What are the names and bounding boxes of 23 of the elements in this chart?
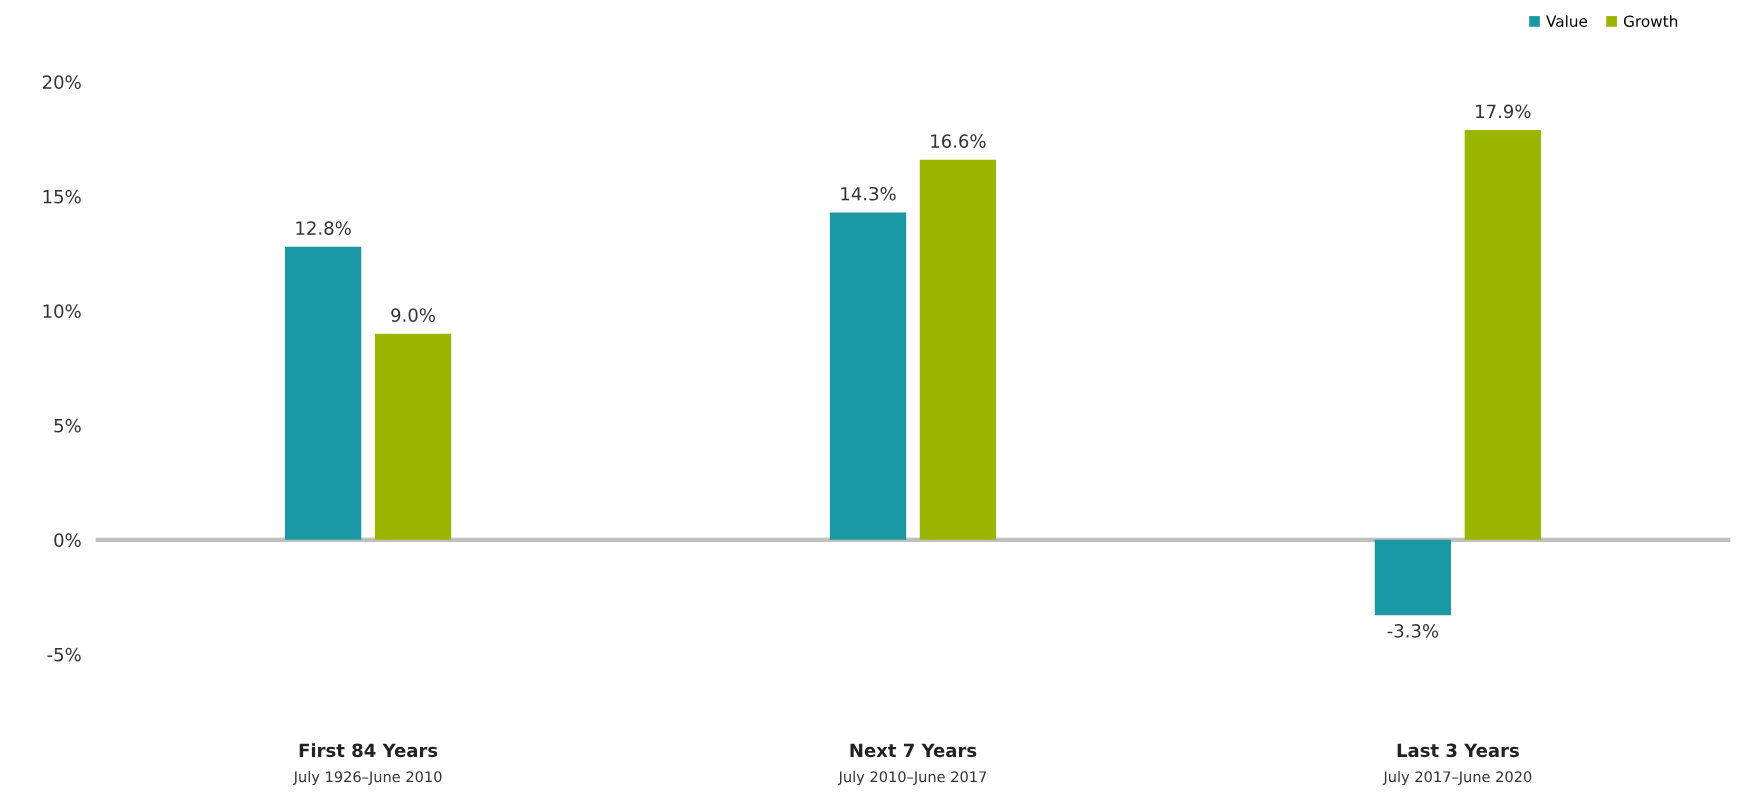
legend-label: Value bbox=[1546, 15, 1588, 27]
data-label: 9.0% bbox=[391, 308, 435, 322]
y-tick-label: 0% bbox=[54, 533, 81, 547]
bar bbox=[374, 333, 452, 540]
x-tick-label: Next 7 Years July 2010–June 2017 bbox=[837, 743, 987, 786]
data-label: 17.9% bbox=[1476, 104, 1531, 119]
bar bbox=[919, 159, 997, 540]
x-tick-label: First 84 Years July 1926–June 2010 bbox=[292, 743, 442, 786]
data-label: 12.8% bbox=[296, 221, 351, 235]
y-tick-label: 5% bbox=[54, 418, 81, 433]
bar bbox=[829, 212, 907, 540]
bar bbox=[1374, 539, 1452, 616]
x-tick-label: Last 3 Years July 2017–June 2020 bbox=[1382, 743, 1532, 786]
y-tick-label: 20% bbox=[42, 75, 81, 89]
y-tick-label: -5% bbox=[47, 647, 81, 662]
bar bbox=[284, 246, 362, 540]
y-tick-label: 10% bbox=[43, 304, 81, 318]
data-label: 16.6% bbox=[931, 134, 986, 148]
bar bbox=[1464, 129, 1541, 540]
legend-label: Growth bbox=[1623, 15, 1678, 27]
data-label: 14.3% bbox=[841, 186, 896, 201]
data-label: -3.3% bbox=[1387, 624, 1439, 638]
y-tick-label: 15% bbox=[43, 189, 81, 204]
